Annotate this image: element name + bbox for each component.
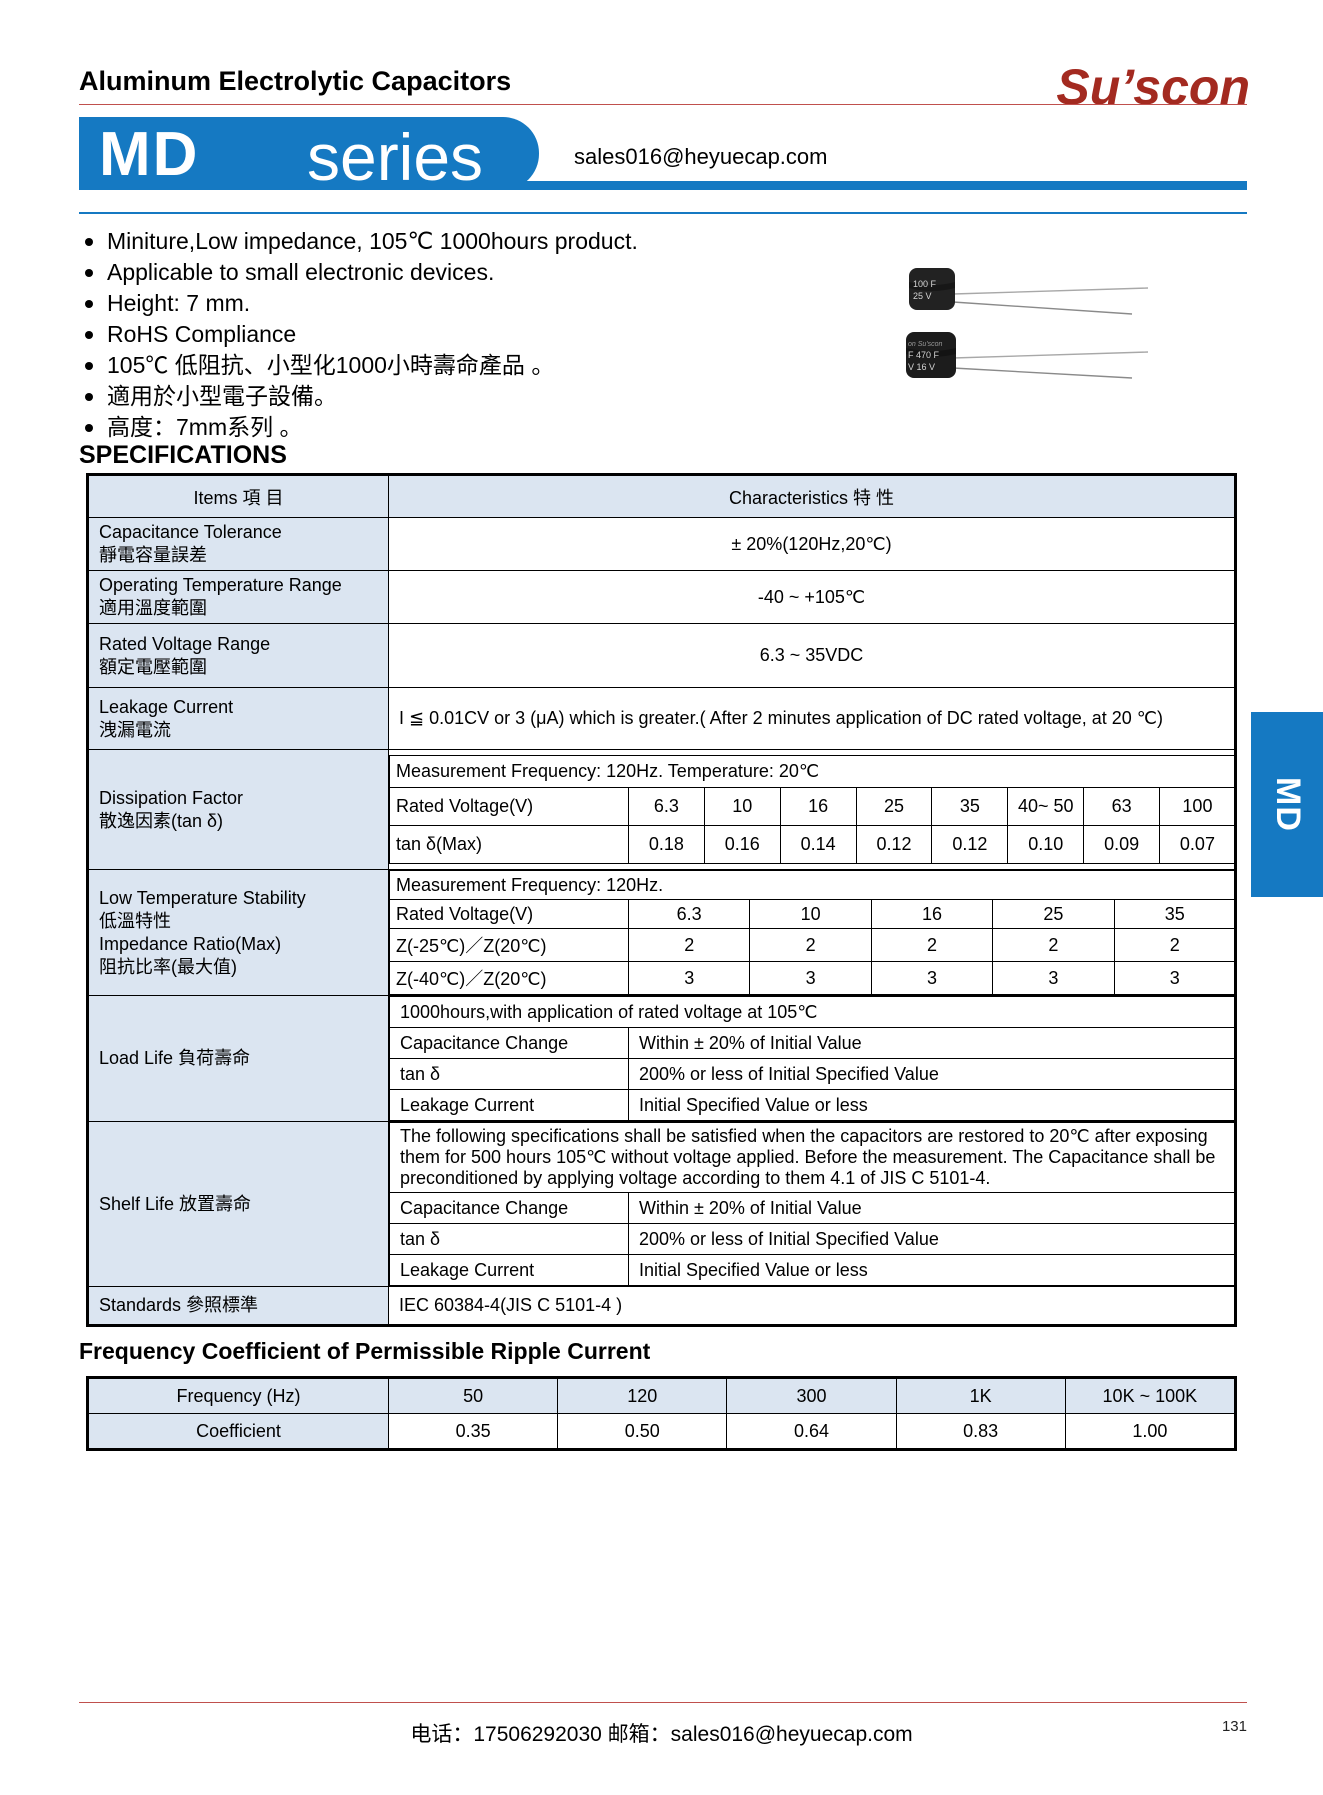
svg-text:25 V: 25 V bbox=[913, 291, 932, 301]
svg-text:on Su'scon: on Su'scon bbox=[908, 341, 943, 348]
svg-text:100 F: 100 F bbox=[913, 279, 937, 289]
svg-text:V 16 V: V 16 V bbox=[908, 362, 935, 372]
svg-text:F 470 F: F 470 F bbox=[908, 350, 940, 360]
